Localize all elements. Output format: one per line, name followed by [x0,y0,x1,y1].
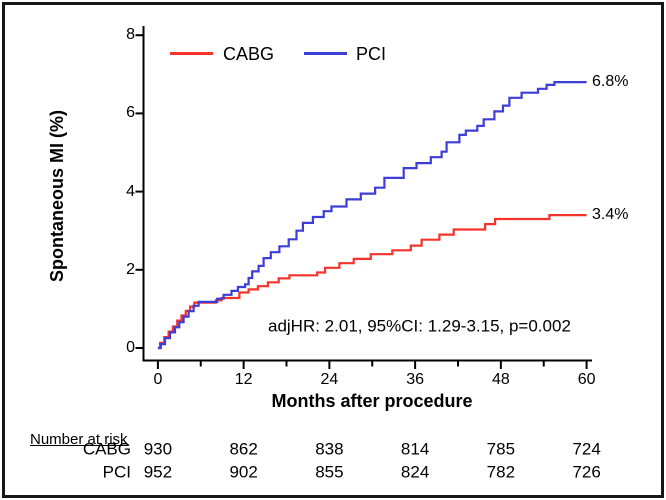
y-tick-label: 0 [126,339,135,356]
series-curve-cabg [157,214,587,350]
legend-line-pci [304,52,347,55]
x-tick-label: 24 [320,371,339,388]
y-tick-label: 8 [126,26,135,44]
y-tick-label: 2 [126,260,135,278]
risk-value-pci: 855 [315,462,344,482]
hazard-ratio-annotation: adjHR: 2.01, 95%CI: 1.29-3.15, p=0.002 [268,316,571,336]
number-at-risk-heading: Number at risk [30,431,128,448]
risk-value-cabg: 838 [315,439,344,459]
risk-value-pci: 952 [143,462,173,482]
legend-label-cabg: CABG [223,44,275,64]
x-tick-label: 0 [153,371,163,388]
y-tick-label: 6 [126,104,135,122]
y-axis-title: Spontaneous MI (%) [47,110,67,282]
legend-label-pci: PCI [356,44,387,64]
risk-value-pci: 824 [400,462,430,482]
risk-value-cabg: 785 [486,439,516,459]
risk-value-cabg: 930 [143,439,173,459]
risk-row-label-cabg: CABG [82,439,131,459]
y-tick-label: 4 [126,182,135,200]
legend-line-cabg [170,52,213,55]
x-tick-label: 36 [406,371,425,388]
risk-value-cabg: 724 [572,439,601,459]
risk-value-pci: 726 [572,462,601,482]
x-tick-label: 12 [234,371,253,388]
x-axis-title: Months after procedure [271,391,473,411]
series-curve-pci [157,81,587,350]
risk-row-label-pci: PCI [102,462,131,482]
end-label-pci: 6.8% [592,73,629,90]
risk-value-pci: 902 [229,462,258,482]
risk-value-pci: 782 [486,462,516,482]
x-tick-label: 60 [577,371,596,388]
x-tick-label: 48 [491,371,510,388]
risk-value-cabg: 814 [400,439,430,459]
end-label-cabg: 3.4% [592,206,629,223]
risk-value-cabg: 862 [229,439,258,459]
